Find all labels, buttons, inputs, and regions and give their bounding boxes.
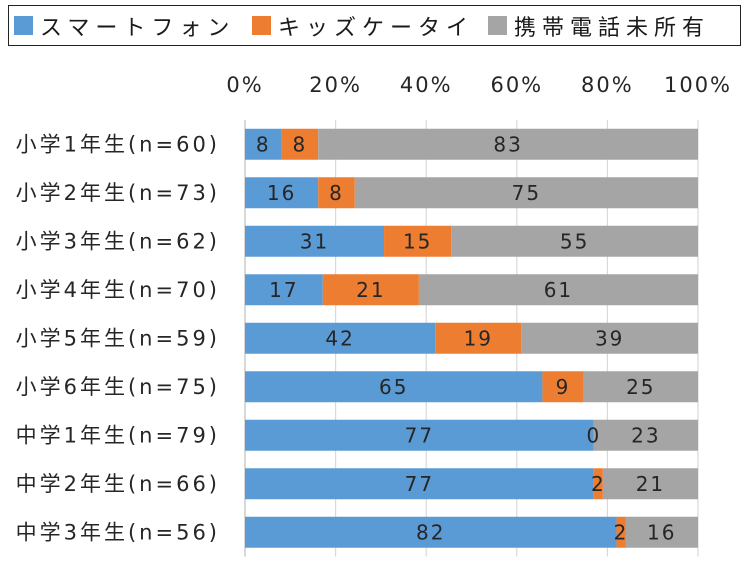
data-label-series-2-row-4: 21 — [356, 278, 385, 302]
data-label-series-3-row-9: 16 — [647, 520, 676, 544]
bar-segment-series-1-row-9 — [245, 516, 617, 548]
bar-segment-series-2-row-3 — [384, 225, 452, 257]
category-label-row-2: 小学2年生(n=73) — [16, 181, 220, 205]
bar-segment-series-2-row-5 — [435, 322, 522, 354]
data-label-series-3-row-2: 75 — [512, 181, 541, 205]
bar-segment-series-3-row-3 — [451, 225, 698, 257]
bar-segment-series-3-row-6 — [583, 371, 698, 403]
bar-segment-series-1-row-4 — [245, 274, 323, 306]
legend-label-smartphone: スマートフォン — [40, 15, 236, 41]
data-label-series-2-row-5: 19 — [464, 326, 493, 350]
legend-item-kids-phone: キッズケータイ — [252, 6, 474, 45]
category-label-row-7: 中学1年生(n=79) — [16, 423, 220, 447]
x-tick-label-60: 60% — [490, 73, 543, 97]
data-label-series-3-row-4: 61 — [544, 278, 573, 302]
category-label-row-1: 小学1年生(n=60) — [16, 132, 220, 156]
data-label-series-3-row-5: 39 — [595, 326, 624, 350]
legend-swatch-kids-phone — [252, 16, 271, 35]
category-label-row-3: 小学3年生(n=62) — [16, 229, 220, 253]
legend: スマートフォン キッズケータイ 携帯電話未所有 — [8, 5, 741, 46]
category-label-row-9: 中学3年生(n=56) — [16, 520, 220, 544]
legend-item-no-phone: 携帯電話未所有 — [488, 6, 710, 45]
bar-segment-series-3-row-9 — [625, 516, 698, 548]
legend-swatch-smartphone — [14, 16, 33, 35]
x-tick-label-20: 20% — [309, 73, 362, 97]
bar-segment-series-1-row-3 — [245, 225, 385, 257]
x-tick-label-40: 40% — [400, 73, 453, 97]
bar-segment-series-3-row-2 — [354, 177, 698, 209]
data-label-series-1-row-5: 42 — [325, 326, 354, 350]
data-label-series-2-row-8: 2 — [591, 472, 606, 496]
bar-segment-series-3-row-8 — [602, 468, 698, 500]
legend-swatch-no-phone — [488, 16, 507, 35]
legend-item-smartphone: スマートフォン — [14, 6, 235, 45]
x-tick-label-0: 0% — [226, 73, 263, 97]
data-label-series-2-row-9: 2 — [614, 520, 629, 544]
bar-segment-series-2-row-2 — [318, 177, 355, 209]
data-label-series-1-row-3: 31 — [300, 229, 329, 253]
data-label-series-2-row-2: 8 — [329, 181, 344, 205]
bar-segment-series-3-row-7 — [593, 419, 698, 451]
x-tick-label-80: 80% — [581, 73, 634, 97]
data-label-series-3-row-6: 25 — [626, 375, 655, 399]
category-label-row-5: 小学5年生(n=59) — [16, 326, 220, 350]
data-label-series-2-row-1: 8 — [293, 132, 308, 156]
bar-segment-series-2-row-4 — [322, 274, 419, 306]
data-label-series-2-row-6: 9 — [556, 375, 571, 399]
bar-segment-series-1-row-8 — [245, 468, 594, 500]
data-label-series-3-row-1: 83 — [493, 132, 522, 156]
bar-segment-series-2-row-6 — [542, 371, 584, 403]
bar-segment-series-1-row-6 — [245, 371, 543, 403]
legend-label-no-phone: 携帯電話未所有 — [514, 15, 711, 41]
bar-segment-series-3-row-5 — [521, 322, 698, 354]
bar-segment-series-2-row-1 — [281, 128, 319, 160]
bar-segment-series-1-row-1 — [245, 128, 282, 160]
bar-segment-series-2-row-9 — [616, 516, 626, 548]
data-label-series-3-row-8: 21 — [636, 472, 665, 496]
category-label-row-6: 小学6年生(n=75) — [16, 375, 220, 399]
category-label-row-4: 小学4年生(n=70) — [16, 278, 220, 302]
data-label-series-3-row-7: 23 — [631, 423, 660, 447]
data-label-series-1-row-2: 16 — [267, 181, 296, 205]
data-label-series-2-row-7: 0 — [586, 423, 601, 447]
bar-segment-series-1-row-5 — [245, 322, 436, 354]
data-label-series-3-row-3: 55 — [560, 229, 589, 253]
data-label-series-1-row-1: 8 — [256, 132, 271, 156]
data-label-series-2-row-3: 15 — [403, 229, 432, 253]
data-label-series-1-row-4: 17 — [269, 278, 298, 302]
legend-label-kids-phone: キッズケータイ — [278, 15, 475, 41]
bar-segment-series-1-row-2 — [245, 177, 319, 209]
bar-segment-series-3-row-1 — [318, 128, 698, 160]
data-label-series-1-row-9: 82 — [416, 520, 445, 544]
bar-segment-series-3-row-4 — [418, 274, 698, 306]
data-label-series-1-row-6: 65 — [379, 375, 408, 399]
data-label-series-1-row-8: 77 — [405, 472, 434, 496]
bar-segment-series-1-row-7 — [245, 419, 594, 451]
category-label-row-8: 中学2年生(n=66) — [16, 472, 220, 496]
data-label-series-1-row-7: 77 — [405, 423, 434, 447]
x-tick-label-100: 100% — [664, 73, 732, 97]
bar-segment-series-2-row-8 — [593, 468, 603, 500]
